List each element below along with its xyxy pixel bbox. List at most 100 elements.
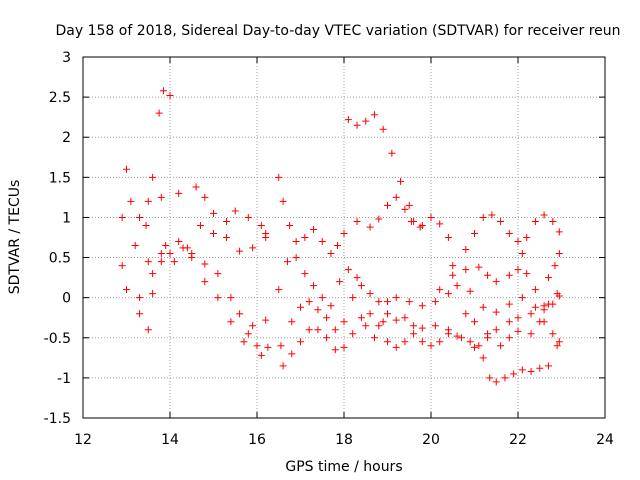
data-point: [471, 229, 478, 237]
data-point: [486, 374, 494, 382]
data-point: [279, 197, 287, 205]
data-point: [144, 258, 152, 266]
data-point: [257, 221, 265, 229]
data-point: [159, 87, 167, 95]
data-point: [384, 298, 391, 306]
data-point: [431, 298, 439, 306]
data-point: [544, 274, 552, 282]
data-point: [144, 326, 152, 334]
x-tick-label: 24: [596, 432, 614, 448]
data-point: [388, 149, 396, 157]
data-point: [540, 211, 548, 219]
data-point: [527, 310, 535, 318]
data-point: [227, 318, 235, 326]
data-point: [375, 322, 383, 330]
data-point: [457, 334, 465, 342]
data-point: [405, 298, 413, 306]
data-point: [157, 193, 165, 201]
data-point: [416, 223, 424, 231]
data-point: [370, 111, 378, 119]
data-point: [379, 318, 387, 326]
data-point: [327, 250, 335, 258]
data-point: [527, 367, 535, 375]
data-point: [223, 234, 231, 241]
data-point: [201, 278, 209, 286]
data-point: [305, 298, 313, 306]
y-tick-label: -0.5: [44, 331, 71, 347]
y-tick-label: -1.5: [44, 411, 71, 427]
series-track-c: [118, 221, 270, 270]
data-point: [555, 292, 563, 300]
data-point: [297, 338, 304, 346]
data-point: [214, 270, 222, 278]
data-point: [166, 92, 174, 100]
data-point: [288, 350, 296, 358]
data-point: [397, 177, 405, 185]
data-point: [292, 254, 300, 262]
x-tick-label: 14: [161, 432, 179, 448]
data-point: [384, 338, 391, 346]
data-point: [523, 234, 531, 241]
data-point: [236, 310, 244, 318]
data-point: [214, 294, 222, 302]
data-point: [449, 262, 457, 270]
data-point: [462, 246, 470, 254]
data-point: [492, 308, 500, 316]
data-point: [471, 318, 478, 326]
data-point: [375, 215, 383, 223]
data-point: [257, 351, 265, 359]
data-point: [262, 316, 270, 324]
data-point: [244, 330, 252, 338]
data-point: [331, 326, 339, 334]
data-point: [536, 318, 544, 326]
data-point: [353, 274, 361, 282]
chart-title: Day 158 of 2018, Sidereal Day-to-day VTE…: [55, 23, 620, 39]
y-tick-label: 1: [62, 210, 71, 226]
data-point: [401, 205, 409, 213]
data-point: [466, 287, 474, 295]
y-axis-label: SDTVAR / TECUs: [7, 180, 23, 295]
data-point: [555, 228, 563, 236]
data-point: [357, 314, 365, 322]
y-tick-label: 1.5: [49, 170, 71, 186]
data-point: [366, 223, 374, 231]
data-point: [362, 322, 370, 330]
data-point: [201, 193, 209, 201]
data-point: [301, 234, 309, 241]
data-point: [518, 294, 526, 302]
data-point: [353, 121, 361, 129]
y-tick-label: 0.5: [49, 251, 71, 267]
data-point: [401, 314, 409, 322]
data-point: [479, 213, 487, 221]
data-point: [531, 286, 539, 294]
data-point: [136, 213, 144, 221]
data-point: [136, 310, 144, 318]
data-point: [527, 330, 535, 338]
data-point: [314, 326, 322, 334]
data-point: [286, 221, 294, 229]
data-point: [240, 338, 248, 346]
data-point: [283, 258, 291, 266]
data-point: [275, 286, 283, 294]
data-point: [344, 116, 352, 124]
data-point: [227, 294, 235, 302]
data-point: [392, 193, 400, 201]
data-point: [149, 270, 157, 278]
data-point: [518, 250, 526, 258]
data-point: [310, 225, 318, 233]
data-point: [492, 378, 500, 386]
data-point: [484, 271, 492, 279]
data-point: [555, 338, 563, 346]
data-point: [431, 322, 439, 330]
x-axis-label: GPS time / hours: [285, 459, 402, 475]
data-point: [392, 294, 400, 302]
data-point: [340, 229, 348, 237]
data-point: [136, 294, 144, 302]
y-tick-label: -1: [57, 371, 71, 387]
data-point: [501, 374, 509, 382]
data-point: [436, 220, 444, 228]
data-point: [170, 258, 178, 266]
data-point: [462, 310, 470, 318]
data-point: [466, 338, 474, 346]
